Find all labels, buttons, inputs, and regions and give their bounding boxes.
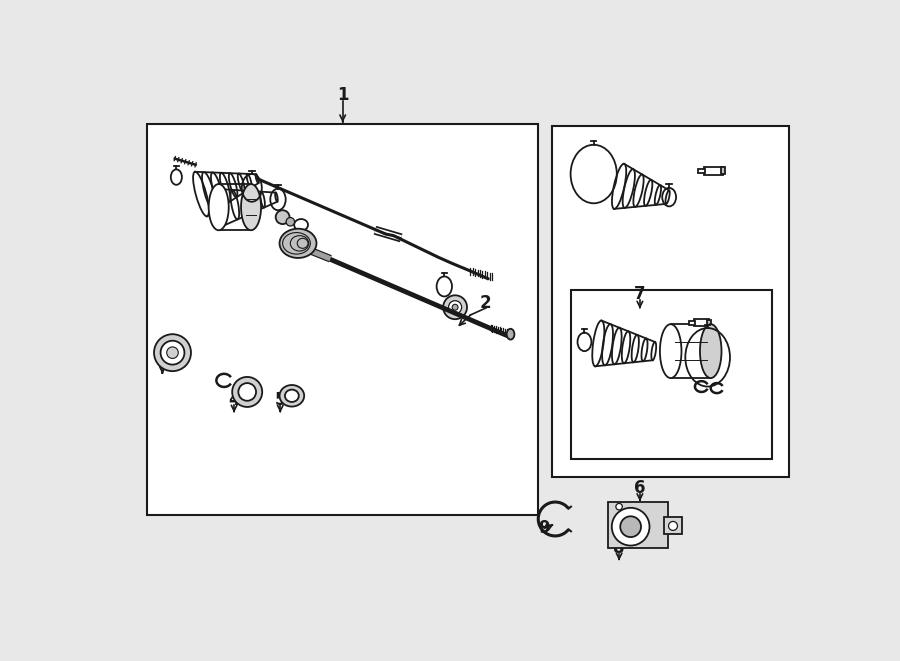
Ellipse shape xyxy=(280,385,304,407)
Ellipse shape xyxy=(209,184,229,230)
Bar xyxy=(552,126,789,477)
Text: 3: 3 xyxy=(157,352,168,370)
Circle shape xyxy=(160,340,184,365)
Ellipse shape xyxy=(280,229,317,258)
Ellipse shape xyxy=(660,324,681,378)
Circle shape xyxy=(620,516,641,537)
Circle shape xyxy=(452,304,458,310)
Circle shape xyxy=(238,383,256,401)
Circle shape xyxy=(448,301,462,314)
Text: 5: 5 xyxy=(274,391,286,408)
Text: 7: 7 xyxy=(634,285,645,303)
Text: 9: 9 xyxy=(538,520,550,537)
Circle shape xyxy=(166,347,178,358)
Bar xyxy=(608,502,668,548)
Circle shape xyxy=(286,217,294,226)
Bar xyxy=(698,169,705,173)
Bar xyxy=(706,319,711,326)
Bar xyxy=(664,518,682,534)
Circle shape xyxy=(669,522,678,530)
Text: 8: 8 xyxy=(613,539,625,557)
Circle shape xyxy=(154,334,191,371)
Bar xyxy=(689,321,695,325)
Bar xyxy=(571,290,772,459)
Text: 6: 6 xyxy=(634,479,645,497)
Text: 4: 4 xyxy=(229,391,240,408)
Bar xyxy=(694,319,709,327)
Circle shape xyxy=(443,295,467,319)
Circle shape xyxy=(616,504,622,510)
Bar xyxy=(704,167,723,175)
Ellipse shape xyxy=(507,329,515,340)
Circle shape xyxy=(232,377,262,407)
Ellipse shape xyxy=(275,210,290,224)
Bar xyxy=(721,167,725,175)
Text: 2: 2 xyxy=(480,294,491,313)
Ellipse shape xyxy=(241,184,261,230)
Circle shape xyxy=(612,508,650,545)
Bar xyxy=(147,124,538,515)
Ellipse shape xyxy=(700,324,722,378)
Text: 1: 1 xyxy=(337,87,348,104)
Ellipse shape xyxy=(285,389,299,402)
